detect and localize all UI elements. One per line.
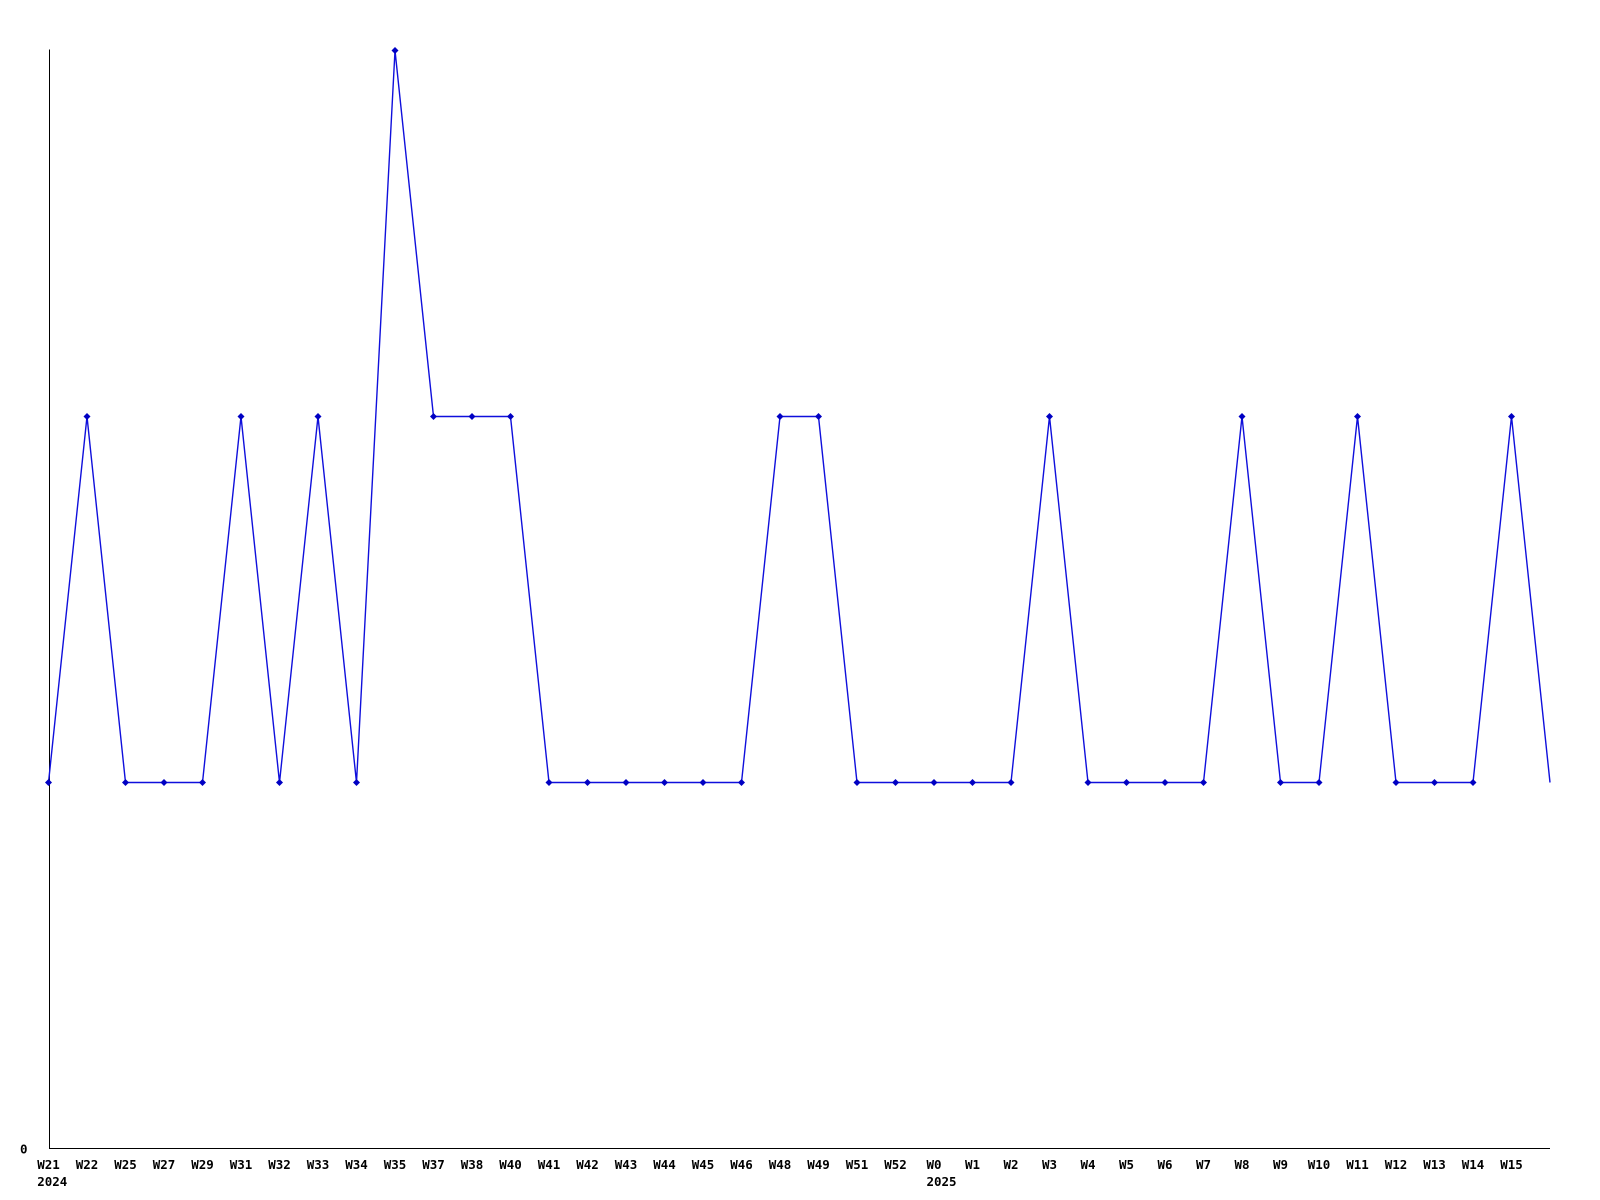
x-tick-label: W2 [1003,1157,1018,1172]
x-tick-label: W52 [884,1157,907,1172]
x-tick-label: W4 [1080,1157,1095,1172]
x-tick-label: W14 [1462,1157,1485,1172]
x-tick-label: W40 [499,1157,522,1172]
x-tick-label: W29 [191,1157,214,1172]
x-tick-label: W9 [1273,1157,1288,1172]
data-point-marker [1469,779,1477,786]
x-tick-label: W48 [769,1157,792,1172]
data-point-marker [815,413,822,420]
data-point-marker [122,779,129,786]
x-tick-label: W44 [653,1157,676,1172]
data-point-marker [430,413,437,420]
data-point-marker [1508,413,1515,420]
data-point-marker [1007,779,1015,786]
data-point-marker [545,779,553,786]
data-point-marker [1123,779,1130,786]
data-point-marker [622,779,630,786]
x-tick-label: W7 [1196,1157,1211,1172]
x-tick-label: W22 [76,1157,99,1172]
data-point-marker [1238,413,1246,420]
data-point-marker [853,779,861,786]
data-point-marker [776,413,784,420]
data-point-marker [892,779,899,786]
data-point-marker [1431,779,1438,786]
x-tick-label: W13 [1423,1157,1446,1172]
data-point-marker [314,413,322,420]
data-point-marker [1392,779,1400,786]
x-tick-label: W8 [1234,1157,1249,1172]
x-tick-label: W21 [37,1157,60,1172]
data-point-marker [1277,779,1284,786]
x-tick-label: W35 [384,1157,407,1172]
year-label: 2025 [926,1174,956,1189]
data-point-marker [584,779,591,786]
data-point-marker [276,779,283,786]
data-point-marker [391,47,399,54]
data-point-marker [661,779,668,786]
x-tick-label: W5 [1119,1157,1134,1172]
x-tick-label: W33 [307,1157,330,1172]
x-tick-label: W32 [268,1157,291,1172]
x-tick-label: W46 [730,1157,753,1172]
x-tick-label: W3 [1042,1157,1057,1172]
x-tick-label: W41 [538,1157,561,1172]
x-tick-label: W0 [926,1157,941,1172]
data-point-marker [738,779,745,786]
x-tick-label: W49 [807,1157,830,1172]
data-line [47,50,1551,784]
x-tick-label: W42 [576,1157,599,1172]
data-point-marker [969,779,976,786]
x-tick-label: W51 [846,1157,869,1172]
data-point-marker [83,413,91,420]
data-point-marker [45,779,52,786]
x-tick-label: W38 [461,1157,484,1172]
data-point-marker [199,779,206,786]
data-point-marker [1354,413,1361,420]
x-tick-label: W43 [615,1157,638,1172]
data-point-marker [1084,779,1092,786]
x-tick-label: W1 [965,1157,980,1172]
x-tick-label: W34 [345,1157,368,1172]
x-tick-label: W10 [1308,1157,1331,1172]
y-tick-label: 0 [20,1142,28,1157]
year-label: 2024 [37,1174,67,1189]
x-tick-label: W37 [422,1157,445,1172]
x-tick-label: W27 [153,1157,176,1172]
data-point-marker [930,779,938,786]
x-tick-label: W15 [1500,1157,1523,1172]
data-point-marker [1161,779,1169,786]
x-tick-label: W31 [230,1157,253,1172]
data-point-marker [507,413,514,420]
x-tick-label: W25 [114,1157,137,1172]
x-tick-label: W6 [1157,1157,1172,1172]
x-tick-label: W12 [1385,1157,1408,1172]
data-point-marker [1046,413,1053,420]
data-point-marker [160,779,168,786]
data-point-marker [699,779,707,786]
data-point-marker [468,413,476,420]
data-point-marker [1315,779,1323,786]
x-tick-label: W45 [692,1157,715,1172]
data-point-marker [353,779,360,786]
x-tick-label: W11 [1346,1157,1369,1172]
data-point-marker [1200,779,1207,786]
data-point-marker [237,413,245,420]
